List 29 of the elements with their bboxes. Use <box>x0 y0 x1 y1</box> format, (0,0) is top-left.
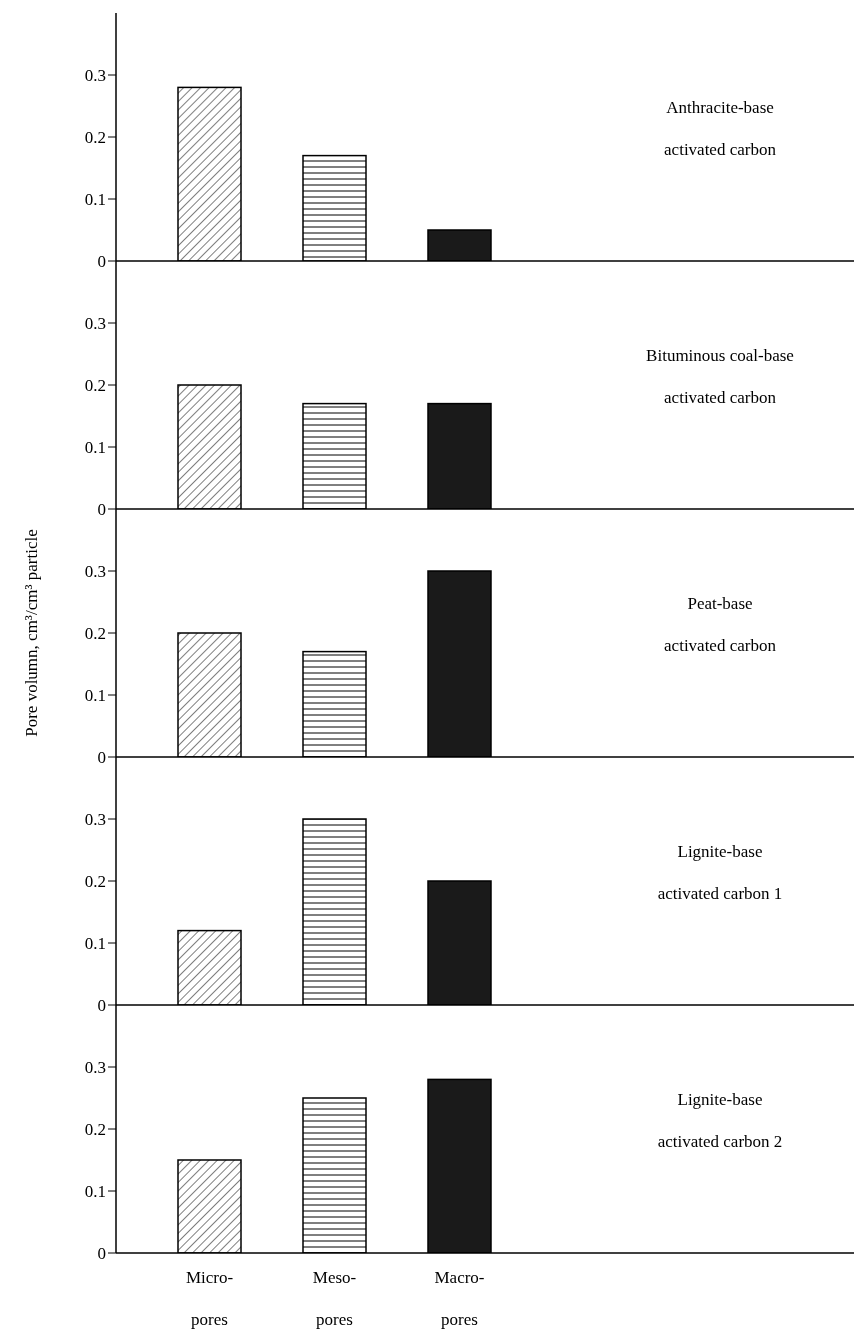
y-tick-label: 0.2 <box>84 872 106 892</box>
y-tick-label: 0 <box>97 748 106 768</box>
y-tick-label: 0.3 <box>84 1058 106 1078</box>
y-tick-label: 0.1 <box>84 438 106 458</box>
text: Lignite-base activated carbon 1 <box>657 842 783 904</box>
text: Bituminous coal-base activated carbon <box>646 346 794 408</box>
y-axis-title: Pore volumn, cm³/cm³ particle <box>22 529 42 737</box>
y-tick-label: 0 <box>97 996 106 1016</box>
y-tick-label: 0.2 <box>84 1120 106 1140</box>
y-tick-label: 0.3 <box>84 810 106 830</box>
category-label: Meso-pores <box>312 1268 357 1329</box>
text: Lignite-base activated carbon 2 <box>657 1090 783 1152</box>
y-tick-label: 0 <box>97 252 106 272</box>
y-tick-label: 0.1 <box>84 686 106 706</box>
y-tick-label: 0.3 <box>84 562 106 582</box>
y-tick-label: 0.1 <box>84 190 106 210</box>
category-label: Macro-pores <box>434 1268 485 1329</box>
text: Peat-base activated carbon <box>664 594 776 656</box>
y-tick-label: 0.3 <box>84 66 106 86</box>
y-tick-label: 0 <box>97 1244 106 1264</box>
category-label: Micro-pores <box>185 1268 234 1329</box>
y-tick-label: 0 <box>97 500 106 520</box>
y-tick-label: 0.2 <box>84 624 106 644</box>
y-tick-label: 0.2 <box>84 128 106 148</box>
y-tick-label: 0.1 <box>84 934 106 954</box>
y-tick-label: 0.1 <box>84 1182 106 1202</box>
text: Anthracite-base activated carbon <box>664 98 776 160</box>
y-tick-label: 0.3 <box>84 314 106 334</box>
y-tick-label: 0.2 <box>84 376 106 396</box>
